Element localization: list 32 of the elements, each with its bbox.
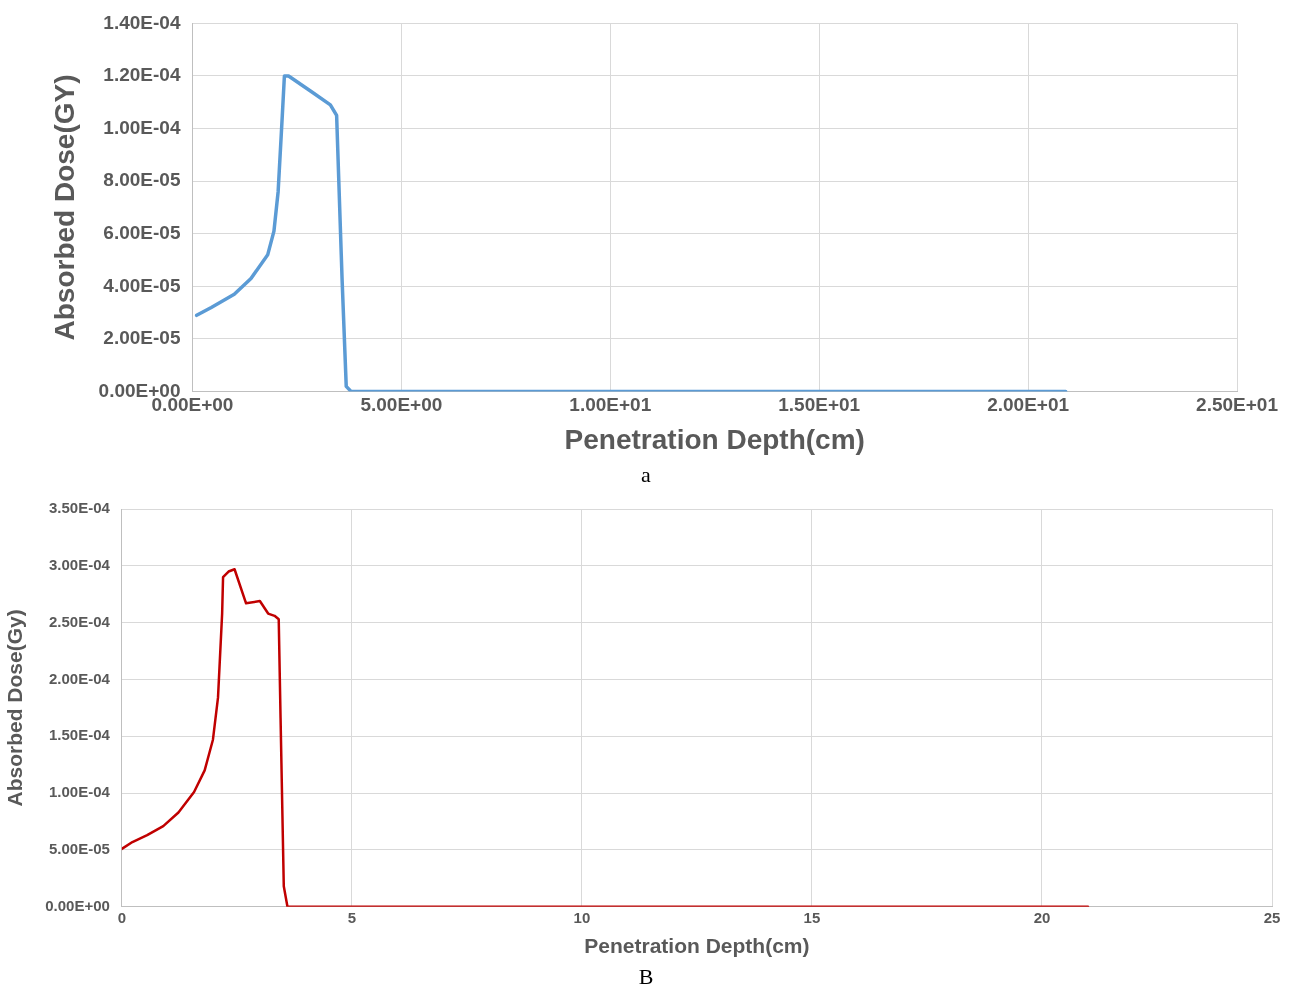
y-tick-label: 2.00E-04 [48, 669, 111, 687]
y-tick-label: 0.00E+00 [45, 896, 110, 914]
y-tick-label: 2.00E-05 [103, 327, 181, 349]
x-tick-label: 2.50E+01 [1196, 394, 1279, 416]
x-tick-label: 5 [347, 908, 357, 926]
y-tick-label: 6.00E-05 [103, 222, 181, 244]
x-tick-label: 20 [1033, 908, 1051, 926]
y-axis-title: Absorbed Dose(Gy) [3, 609, 27, 807]
x-tick-label: 2.00E+01 [987, 394, 1070, 416]
x-tick-label: 10 [573, 908, 591, 926]
x-tick-label: 25 [1263, 908, 1281, 926]
x-tick-label: 15 [803, 908, 821, 926]
y-tick-label: 8.00E-05 [103, 169, 181, 191]
y-tick-label: 1.00E-04 [103, 116, 181, 138]
y-tick-label: 2.50E-04 [48, 612, 111, 630]
y-tick-label: 3.50E-04 [48, 499, 111, 517]
y-tick-label: 1.40E-04 [103, 11, 181, 33]
x-tick-label: 0 [117, 908, 127, 926]
x-tick-label: 1.00E+01 [569, 394, 652, 416]
text: B [637, 964, 655, 990]
y-tick-label: 5.00E-05 [48, 840, 110, 858]
y-tick-label: 1.00E-04 [48, 783, 111, 801]
y-tick-label: 3.00E-04 [48, 555, 111, 573]
y-axis-title: Absorbed Dose(GY) [48, 74, 80, 341]
x-axis-title: Penetration Depth(cm) [564, 423, 865, 455]
x-tick-label: 5.00E+00 [360, 394, 443, 416]
y-tick-label: 1.50E-04 [48, 726, 111, 744]
y-tick-label: 4.00E-05 [103, 274, 181, 296]
x-axis-title: Penetration Depth(cm) [584, 934, 810, 958]
x-tick-label: 1.50E+01 [778, 394, 861, 416]
y-tick-label: 1.20E-04 [103, 64, 181, 86]
text: a [640, 462, 652, 488]
